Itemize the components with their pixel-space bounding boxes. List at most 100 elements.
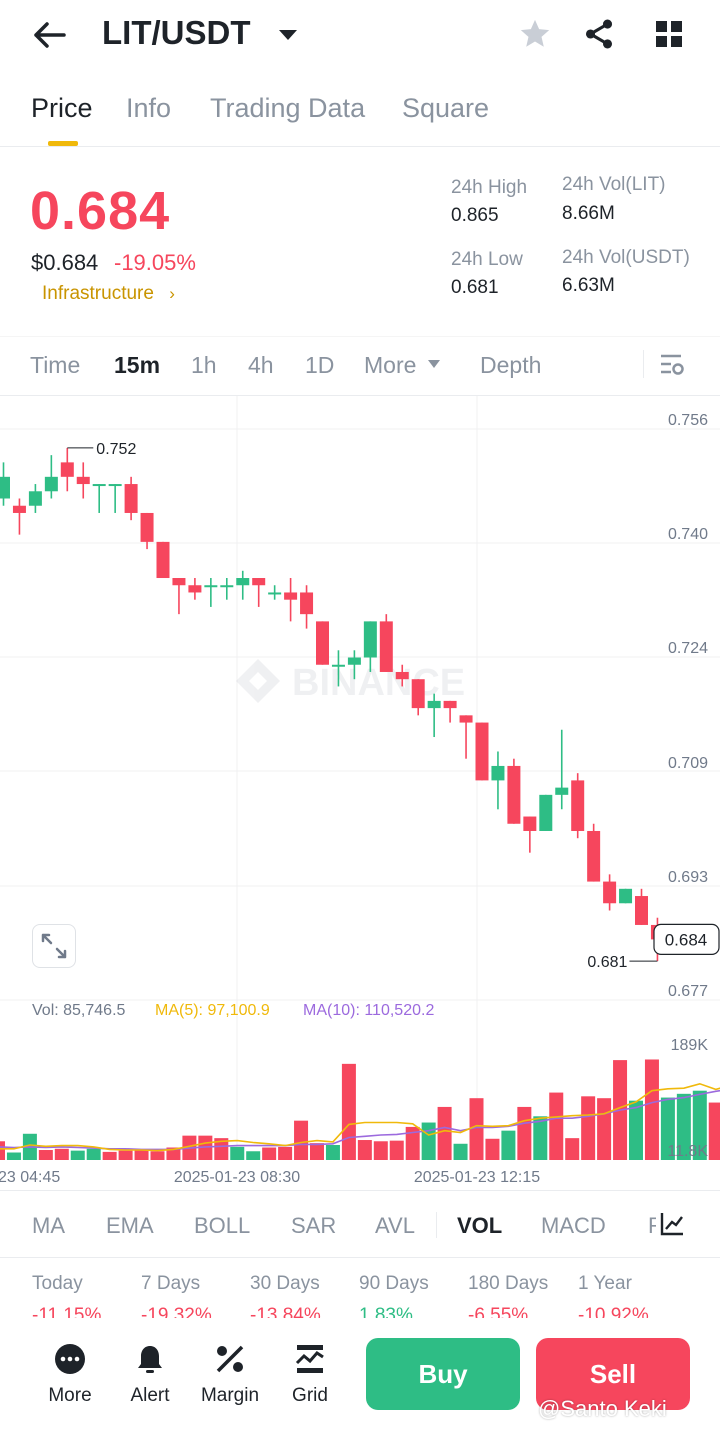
candle	[316, 621, 329, 665]
candle	[379, 621, 393, 672]
x-tick-label: 2025-01-23 12:15	[414, 1169, 540, 1186]
candle	[156, 541, 170, 579]
high-label: 24h High	[451, 177, 528, 198]
indicator-boll[interactable]: BOLL	[194, 1213, 251, 1238]
candle	[363, 621, 377, 658]
volume-bar	[341, 1063, 356, 1160]
pair-title[interactable]: LIT/USDT	[102, 14, 251, 51]
y-tick-label: 0.677	[668, 983, 708, 1000]
category-link[interactable]: Infrastructure ›	[42, 283, 175, 305]
indicator-avl[interactable]: AVL	[375, 1213, 415, 1238]
interval-15m[interactable]: 15m	[114, 352, 161, 378]
volume-bar	[565, 1138, 580, 1160]
indicator-vol[interactable]: VOL	[457, 1213, 503, 1238]
star-icon[interactable]	[518, 17, 552, 51]
indicator-settings-icon[interactable]	[659, 1211, 685, 1237]
volume-bar	[166, 1147, 181, 1160]
indicator-more[interactable]: R	[648, 1213, 656, 1238]
footer-margin-label: Margin	[200, 1385, 260, 1406]
last-price: 0.684	[30, 181, 171, 241]
interval-1h[interactable]: 1h	[191, 352, 217, 378]
interval-more[interactable]: More	[364, 352, 417, 378]
volume-bar	[214, 1138, 229, 1160]
price-change: -19.05%	[114, 250, 196, 275]
divider	[643, 350, 644, 378]
volume-bar	[230, 1146, 245, 1160]
more-icon	[55, 1344, 85, 1374]
interval-1d[interactable]: 1D	[305, 352, 335, 378]
watermark: @Santo Keki	[538, 1396, 667, 1421]
percent-icon	[216, 1345, 244, 1373]
footer-alert-label: Alert	[130, 1385, 170, 1406]
candle	[635, 896, 648, 925]
indicator-macd[interactable]: MACD	[541, 1213, 606, 1238]
indicator-ma[interactable]: MA	[32, 1213, 65, 1238]
performance-period-value: -19.32%	[141, 1305, 212, 1318]
volume-bar	[102, 1151, 117, 1160]
buy-button[interactable]: Buy	[366, 1338, 520, 1410]
volume-max-label: 189K	[671, 1037, 709, 1054]
performance-period-label: 90 Days	[359, 1273, 429, 1294]
x-tick-label: 2025-01-23 08:30	[174, 1169, 300, 1186]
tab-price[interactable]: Price	[31, 93, 93, 123]
candle	[475, 722, 489, 781]
volume-bar	[373, 1141, 388, 1160]
divider	[436, 1212, 437, 1238]
candle	[92, 484, 106, 487]
ma10-line	[0, 1089, 720, 1151]
high-value: 0.865	[451, 205, 499, 226]
interval-time[interactable]: Time	[30, 352, 81, 378]
volume-bar	[294, 1120, 309, 1160]
price-chart[interactable]: BINANCE 0.752 0.681 0.684 0.756 0.740 0.724 0.7…	[0, 396, 720, 1190]
volume-bar	[70, 1150, 85, 1160]
indicator-ema[interactable]: EMA	[106, 1213, 154, 1238]
volume-bar	[325, 1145, 340, 1160]
candle	[331, 664, 345, 667]
expand-chart-button[interactable]	[32, 924, 76, 968]
candle	[268, 592, 282, 595]
candle	[427, 700, 441, 709]
indicator-sar[interactable]: SAR	[291, 1213, 337, 1238]
candle	[204, 585, 218, 588]
volume-bar	[357, 1140, 372, 1160]
footer-grid-label: Grid	[292, 1385, 328, 1406]
volume-bar	[453, 1143, 468, 1160]
volume-bar	[246, 1151, 261, 1160]
tab-trading-data[interactable]: Trading Data	[210, 93, 366, 123]
candle	[140, 512, 154, 542]
bell-icon	[138, 1346, 162, 1373]
interval-4h[interactable]: 4h	[248, 352, 274, 378]
volume-bar	[198, 1135, 213, 1160]
y-tick-label: 0.724	[668, 640, 708, 657]
watermark-text: BINANCE	[292, 662, 465, 704]
volume-bar	[38, 1150, 53, 1160]
caret-down-icon[interactable]	[278, 28, 298, 42]
candle	[236, 578, 250, 586]
volume-bar	[389, 1140, 404, 1160]
chart-settings-icon[interactable]	[659, 353, 685, 377]
tab-info[interactable]: Info	[126, 93, 172, 123]
tab-square[interactable]: Square	[402, 93, 490, 123]
volume-bar	[501, 1130, 516, 1160]
caret-down-icon[interactable]	[427, 359, 441, 369]
share-icon[interactable]	[582, 17, 616, 51]
divider	[0, 1257, 720, 1258]
volume-min-label: 11.8K	[667, 1143, 708, 1160]
candle	[459, 715, 473, 723]
volume-bar	[581, 1096, 596, 1160]
volume-bar	[150, 1151, 165, 1160]
volume-bar	[421, 1122, 436, 1160]
grid-icon[interactable]	[654, 19, 684, 49]
candle	[172, 578, 186, 586]
back-arrow-icon[interactable]	[32, 20, 68, 50]
depth-tab[interactable]: Depth	[480, 352, 542, 378]
performance-period-value: 1.83%	[359, 1305, 413, 1318]
grid-trading-icon	[295, 1345, 324, 1373]
x-tick-label: 23 04:45	[0, 1169, 60, 1186]
ma10-legend: MA(10): 110,520.2	[303, 1002, 435, 1019]
performance-period-label: 7 Days	[141, 1273, 201, 1294]
candle	[507, 765, 521, 824]
sell-button[interactable]: Sell	[536, 1338, 690, 1410]
candle	[284, 592, 298, 600]
candle	[619, 888, 633, 904]
